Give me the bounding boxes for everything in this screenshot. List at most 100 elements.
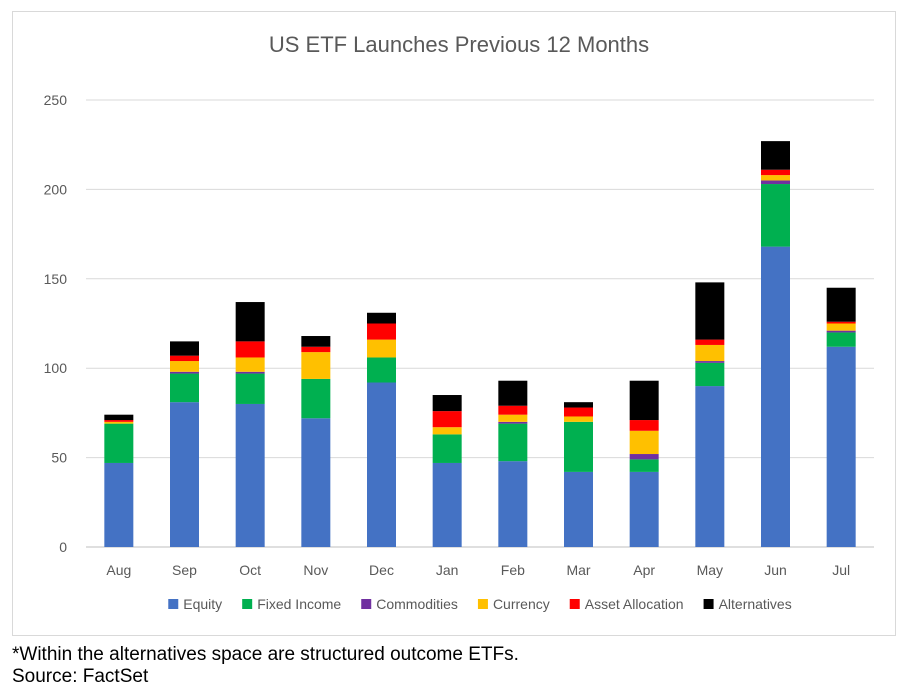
y-tick-label: 50 xyxy=(51,450,67,466)
legend-swatch xyxy=(703,599,714,609)
legend-item: Fixed Income xyxy=(242,596,341,612)
y-tick-label: 0 xyxy=(59,539,67,555)
x-tick-label: Jul xyxy=(832,562,850,578)
chart-frame: US ETF Launches Previous 12 Months 0 50 10… xyxy=(12,11,896,636)
bar-segment xyxy=(301,418,331,547)
y-axis-tick-labels: 0 50 100 150 200 250 xyxy=(44,92,68,555)
bar-segment xyxy=(498,414,528,422)
bar-segment xyxy=(498,421,528,424)
x-tick-label: Oct xyxy=(239,562,261,578)
legend-item: Currency xyxy=(477,596,550,612)
bar-segment xyxy=(301,346,331,353)
bar-segment xyxy=(170,402,199,547)
bar-segment xyxy=(104,421,134,424)
bar-segment xyxy=(498,423,528,462)
bar-segment xyxy=(564,416,593,422)
x-axis-tick-labels: Aug Sep Oct Nov Dec Jan Feb Mar Apr May Jun Jul xyxy=(106,562,850,578)
footnote: *Within the alternatives space are struc… xyxy=(12,644,519,665)
bars xyxy=(104,141,856,547)
legend-item: Asset Allocation xyxy=(569,596,684,612)
x-tick-label: Mar xyxy=(566,562,590,578)
bar-segment xyxy=(761,246,790,547)
bar-segment xyxy=(629,420,659,431)
bar-segment xyxy=(367,323,396,340)
bar-segment xyxy=(761,175,790,181)
bar-segment xyxy=(432,411,462,428)
legend: Equity Fixed Income Commodities Currency Ass… xyxy=(168,596,792,612)
y-tick-label: 100 xyxy=(44,360,68,376)
legend-item: Commodities xyxy=(361,596,458,612)
bar-segment xyxy=(235,403,265,547)
legend-swatch xyxy=(242,599,253,609)
bar-segment xyxy=(235,371,265,374)
legend-swatch xyxy=(168,599,179,609)
x-tick-label: Jun xyxy=(764,562,787,578)
bar-segment xyxy=(761,184,790,247)
y-tick-label: 250 xyxy=(44,92,68,108)
bar-segment xyxy=(432,462,462,547)
bar-segment xyxy=(104,423,134,463)
gridlines xyxy=(86,99,874,548)
bar-segment xyxy=(695,386,725,547)
bar-segment xyxy=(564,407,593,417)
bar-segment xyxy=(432,395,462,412)
bar-segment xyxy=(170,361,199,372)
bar-segment xyxy=(826,330,856,333)
bar-segment xyxy=(170,373,199,403)
chart-title: US ETF Launches Previous 12 Months xyxy=(269,32,649,57)
bar-segment xyxy=(235,302,265,342)
x-tick-label: May xyxy=(697,562,723,578)
bar-segment xyxy=(629,459,659,472)
bar-segment xyxy=(629,471,659,547)
x-tick-label: Nov xyxy=(303,562,328,578)
legend-label: Equity xyxy=(183,596,222,612)
bar-segment xyxy=(170,355,199,362)
bar-segment xyxy=(498,405,528,415)
bar-segment xyxy=(367,312,396,324)
y-tick-label: 150 xyxy=(44,271,68,287)
bar-segment xyxy=(367,357,396,383)
bar-segment xyxy=(301,336,331,347)
bar-segment xyxy=(170,371,199,374)
bar-segment xyxy=(104,414,134,421)
bar-segment xyxy=(367,339,396,358)
legend-label: Currency xyxy=(493,596,550,612)
x-tick-label: Jan xyxy=(436,562,459,578)
bar-segment xyxy=(826,287,856,322)
bar-segment xyxy=(301,378,331,419)
bar-segment xyxy=(826,332,856,347)
bar-segment xyxy=(170,341,199,356)
bar-segment xyxy=(104,420,134,422)
legend-label: Alternatives xyxy=(719,596,792,612)
bar-segment xyxy=(564,402,593,408)
bar-segment xyxy=(826,346,856,547)
bar-segment xyxy=(301,352,331,379)
bar-segment xyxy=(695,362,725,387)
legend-swatch xyxy=(361,599,372,609)
legend-label: Commodities xyxy=(376,596,458,612)
bar-segment xyxy=(695,361,725,363)
bar-segment xyxy=(826,323,856,331)
bar-segment xyxy=(761,169,790,176)
stacked-bar-chart: US ETF Launches Previous 12 Months 0 50 10… xyxy=(44,32,874,612)
bar-segment xyxy=(235,341,265,358)
legend-item: Alternatives xyxy=(703,596,792,612)
x-tick-label: Dec xyxy=(369,562,394,578)
bar-segment xyxy=(104,462,134,547)
x-tick-label: Apr xyxy=(633,562,655,578)
bar-segment xyxy=(432,427,462,435)
bar-segment xyxy=(367,382,396,547)
legend-label: Fixed Income xyxy=(257,596,341,612)
bar-segment xyxy=(629,454,659,460)
x-tick-label: Sep xyxy=(172,562,197,578)
bar-segment xyxy=(629,380,659,421)
legend-swatch xyxy=(569,599,580,609)
y-tick-label: 200 xyxy=(44,181,68,197)
legend-item: Equity xyxy=(168,596,222,612)
legend-label: Asset Allocation xyxy=(585,596,684,612)
bar-segment xyxy=(695,339,725,345)
bar-segment xyxy=(432,434,462,463)
bar-segment xyxy=(498,380,528,406)
x-tick-label: Aug xyxy=(106,562,131,578)
bar-segment xyxy=(564,471,593,547)
